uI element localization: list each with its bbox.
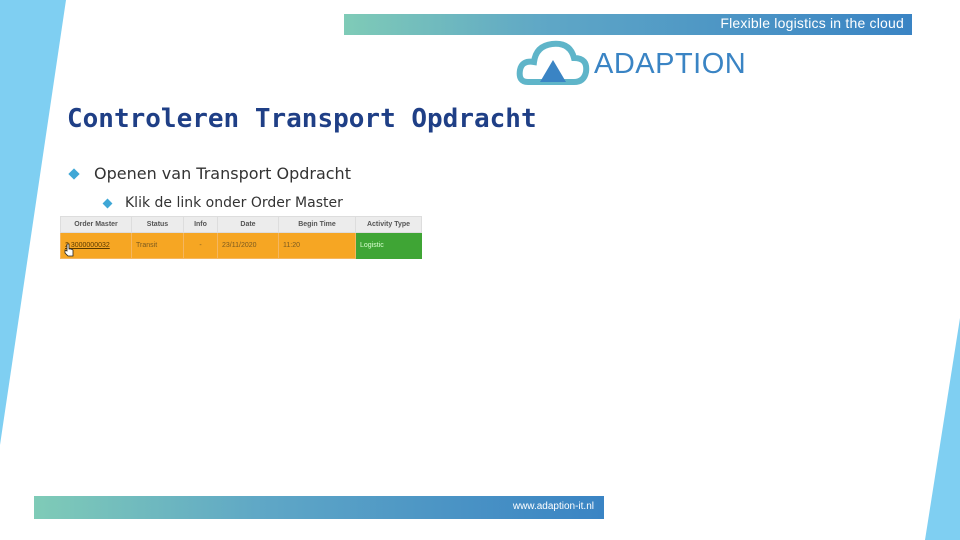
cell-info: -	[183, 232, 218, 259]
bullet-level-1: Openen van Transport Opdracht	[68, 164, 351, 183]
cloud-logo-icon	[516, 40, 590, 85]
adaption-logo: ADAPTION	[516, 38, 746, 90]
footer-url[interactable]: www.adaption-it.nl	[512, 501, 594, 512]
diamond-bullet-icon	[68, 167, 80, 180]
table-header-row: Order Master Status Info Date Begin Time…	[60, 216, 422, 233]
bullet-level-2: Klik de link onder Order Master	[102, 195, 343, 211]
diamond-bullet-icon	[102, 198, 113, 208]
col-activity-type[interactable]: Activity Type	[355, 216, 422, 233]
col-begin-time[interactable]: Begin Time	[278, 216, 356, 233]
cell-begin-time: 11:20	[278, 232, 356, 259]
left-stripe	[0, 0, 66, 445]
col-date[interactable]: Date	[217, 216, 279, 233]
cell-activity-type: Logistic	[355, 232, 422, 259]
hand-cursor-icon	[64, 243, 74, 257]
col-status[interactable]: Status	[131, 216, 184, 233]
cell-date: 23/11/2020	[217, 232, 279, 259]
order-master-link[interactable]: 2 3000000032	[65, 242, 110, 249]
logo-wordmark: ADAPTION	[594, 48, 747, 80]
col-order-master[interactable]: Order Master	[60, 216, 132, 233]
right-stripe	[925, 318, 960, 540]
cell-status: Transit	[131, 232, 184, 259]
slide-title: Controleren Transport Opdracht	[67, 104, 537, 134]
orders-table: Order Master Status Info Date Begin Time…	[60, 216, 422, 259]
bullet-text-2: Klik de link onder Order Master	[125, 195, 343, 211]
col-info[interactable]: Info	[183, 216, 218, 233]
bullet-text-1: Openen van Transport Opdracht	[94, 164, 351, 183]
banner-tagline: Flexible logistics in the cloud	[720, 15, 904, 31]
table-row[interactable]: 2 3000000032 Transit - 23/11/2020 11:20 …	[60, 232, 422, 259]
footer-banner: www.adaption-it.nl	[34, 496, 604, 519]
top-banner: Flexible logistics in the cloud	[344, 14, 912, 35]
